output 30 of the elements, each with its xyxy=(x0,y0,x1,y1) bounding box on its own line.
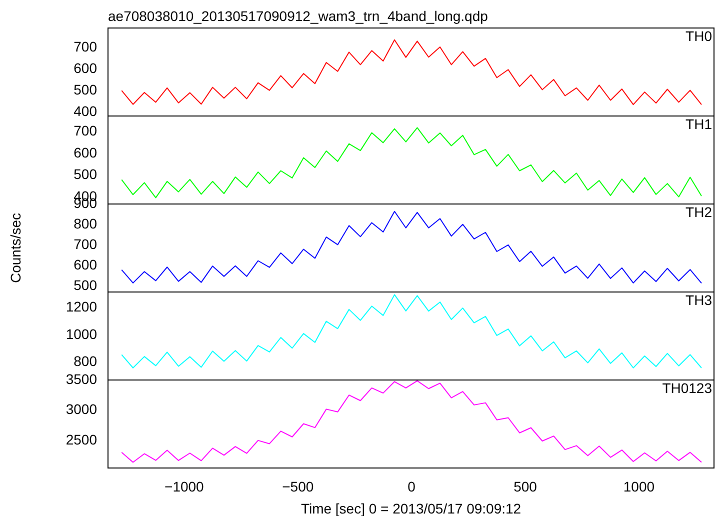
annotation: TH0 xyxy=(686,28,712,44)
y-tick-label: 1000 xyxy=(66,326,98,342)
y-tick-label: 600 xyxy=(74,60,98,76)
y-tick-label: 500 xyxy=(74,277,98,294)
y-tick-label: 800 xyxy=(74,353,98,370)
x-axis-title: Time [sec] 0 = 2013/05/17 09:09:12 xyxy=(300,500,522,516)
y-tick-label: 3000 xyxy=(66,401,98,418)
x-tick-label: −1000 xyxy=(164,478,204,494)
y-tick-label: 600 xyxy=(74,256,98,273)
x-tick-label: 500 xyxy=(514,478,538,494)
y-tick-label: 400 xyxy=(74,102,98,119)
annotation: TH2 xyxy=(686,204,712,220)
y-tick-label: 500 xyxy=(74,166,98,182)
y-tick-label: 800 xyxy=(74,215,98,232)
x-tick-label: −500 xyxy=(282,478,314,494)
y-tick-label: 700 xyxy=(74,236,98,252)
annotation: TH3 xyxy=(686,292,712,308)
y-axis-title: Counts/sec xyxy=(7,212,24,284)
y-tick-label: 2500 xyxy=(66,432,98,448)
chart-title: ae708038010_20130517090912_wam3_trn_4band_long.qdp xyxy=(108,8,488,24)
y-tick-label: 700 xyxy=(74,38,98,54)
annotation: TH1 xyxy=(686,116,712,132)
y-tick-label: 700 xyxy=(74,122,98,139)
y-tick-label: 600 xyxy=(74,144,98,160)
y-tick-label: 500 xyxy=(74,81,98,98)
annotation: TH0123 xyxy=(662,380,712,396)
y-tick-label: 3500 xyxy=(66,370,98,387)
x-tick-label: 0 xyxy=(408,478,416,494)
y-tick-label: 1200 xyxy=(66,298,98,315)
x-tick-label: 1000 xyxy=(623,478,655,494)
